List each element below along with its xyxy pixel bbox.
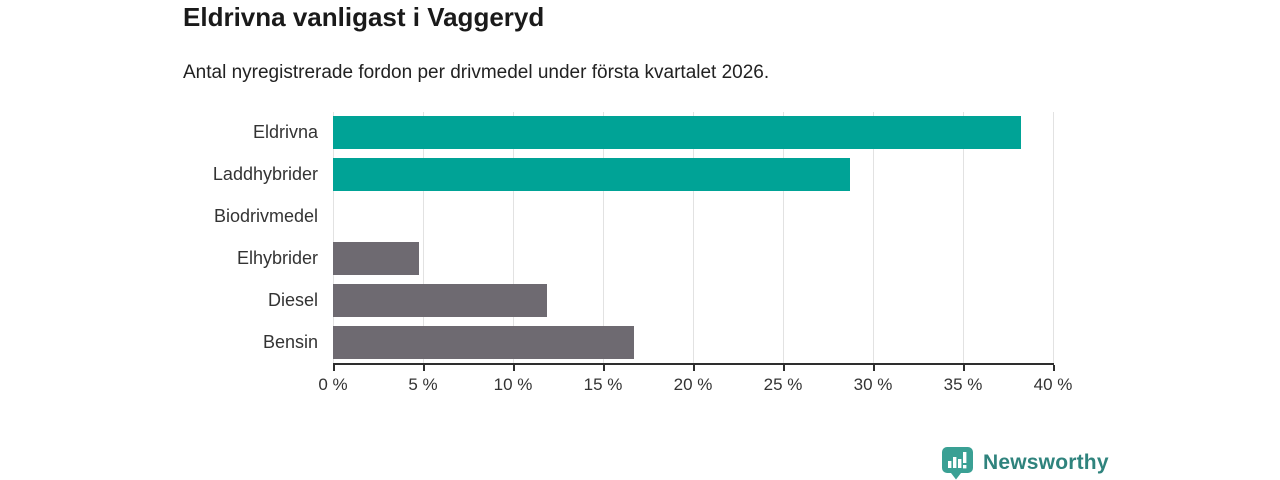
gridline-10 [513, 112, 514, 363]
bar-bensin [333, 325, 634, 359]
x-axis-tick-0 [333, 365, 335, 371]
bar-diesel [333, 283, 548, 317]
gridline-25 [783, 112, 784, 363]
x-axis-tick-label-20: 20 % [673, 375, 713, 394]
x-axis-tick-label-5: 5 % [408, 375, 438, 394]
category-label-diesel: Diesel [267, 289, 318, 310]
x-axis-tick-label-15: 15 % [583, 375, 623, 394]
x-axis-tick-5 [423, 365, 425, 371]
x-axis-tick-label-30: 30 % [853, 375, 893, 394]
gridline-40 [1053, 112, 1054, 363]
bar-eldrivna [333, 116, 1021, 150]
category-label-laddhybrider: Laddhybrider [212, 164, 318, 185]
category-label-elhybrider: Elhybrider [236, 247, 318, 268]
x-axis-tick-label-35: 35 % [943, 375, 983, 394]
x-axis-tick-40 [1053, 365, 1055, 371]
chart-subtitle: Antal nyregistrerade fordon per drivmede… [183, 62, 770, 83]
gridline-35 [963, 112, 964, 363]
x-axis-tick-label-40: 40 % [1033, 375, 1073, 394]
category-label-bensin: Bensin [262, 331, 318, 352]
bar-chart-plot-area [333, 112, 1054, 363]
gridline-5 [423, 112, 424, 363]
gridline-30 [873, 112, 874, 363]
newsworthy-logo: Newsworthy [941, 446, 1109, 480]
gridline-0 [333, 112, 334, 363]
x-axis-line [333, 363, 1054, 365]
x-axis-tick-35 [963, 365, 965, 371]
bar-laddhybrider [333, 158, 850, 192]
chart-title: Eldrivna vanligast i Vaggeryd [183, 2, 545, 32]
x-axis-tick-30 [873, 365, 875, 371]
gridline-15 [603, 112, 604, 363]
x-axis-tick-label-10: 10 % [493, 375, 533, 394]
newsworthy-brand-text: Newsworthy [983, 451, 1109, 474]
category-label-eldrivna: Eldrivna [252, 122, 318, 143]
x-axis-tick-20 [693, 365, 695, 371]
bar-elhybrider [333, 241, 420, 275]
gridline-20 [693, 112, 694, 363]
category-label-biodrivmedel: Biodrivmedel [213, 206, 318, 227]
x-axis-tick-label-0: 0 % [318, 375, 348, 394]
x-axis-tick-10 [513, 365, 515, 371]
x-axis-tick-25 [783, 365, 785, 371]
newsworthy-chart-bubble-icon [942, 447, 973, 480]
x-axis-tick-15 [603, 365, 605, 371]
x-axis-tick-label-25: 25 % [763, 375, 803, 394]
